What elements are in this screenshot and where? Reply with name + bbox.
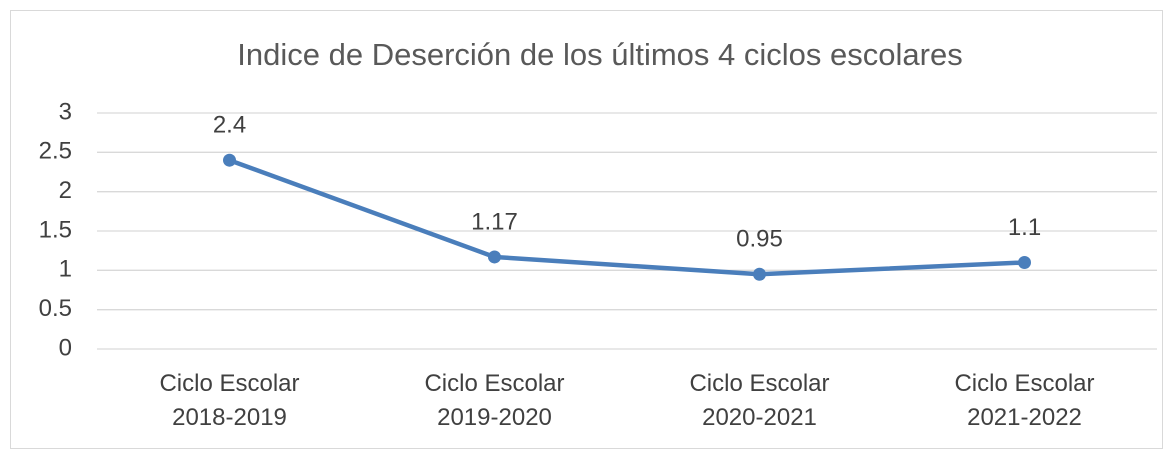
x-tick-label: Ciclo Escolar 2021-2022 — [954, 370, 1094, 431]
y-tick-label: 2.5 — [39, 138, 72, 165]
chart-border — [10, 10, 1163, 449]
data-point — [1018, 255, 1031, 269]
data-label: 2.4 — [213, 112, 246, 139]
y-tick-label: 2 — [59, 177, 72, 204]
data-label: 1.17 — [471, 208, 518, 235]
series-line — [228, 158, 1025, 277]
data-label: 0.95 — [736, 226, 783, 253]
y-tick-label: 0 — [59, 334, 72, 361]
data-label: 1.1 — [1008, 214, 1041, 241]
x-tick-label: Ciclo Escolar 2019-2020 — [424, 370, 564, 431]
x-tick-label: Ciclo Escolar 2018-2019 — [159, 370, 299, 431]
x-tick-label: Ciclo Escolar 2020-2021 — [689, 370, 829, 431]
chart-title: Indice de Deserción de los últimos 4 cic… — [237, 37, 962, 72]
y-tick-label: 1 — [59, 256, 72, 283]
y-tick-label: 0.5 — [39, 295, 72, 322]
data-point — [223, 153, 236, 167]
data-point — [488, 250, 501, 264]
y-tick-label: 1.5 — [39, 216, 72, 243]
y-tick-label: 3 — [59, 98, 72, 125]
data-point — [753, 267, 766, 281]
